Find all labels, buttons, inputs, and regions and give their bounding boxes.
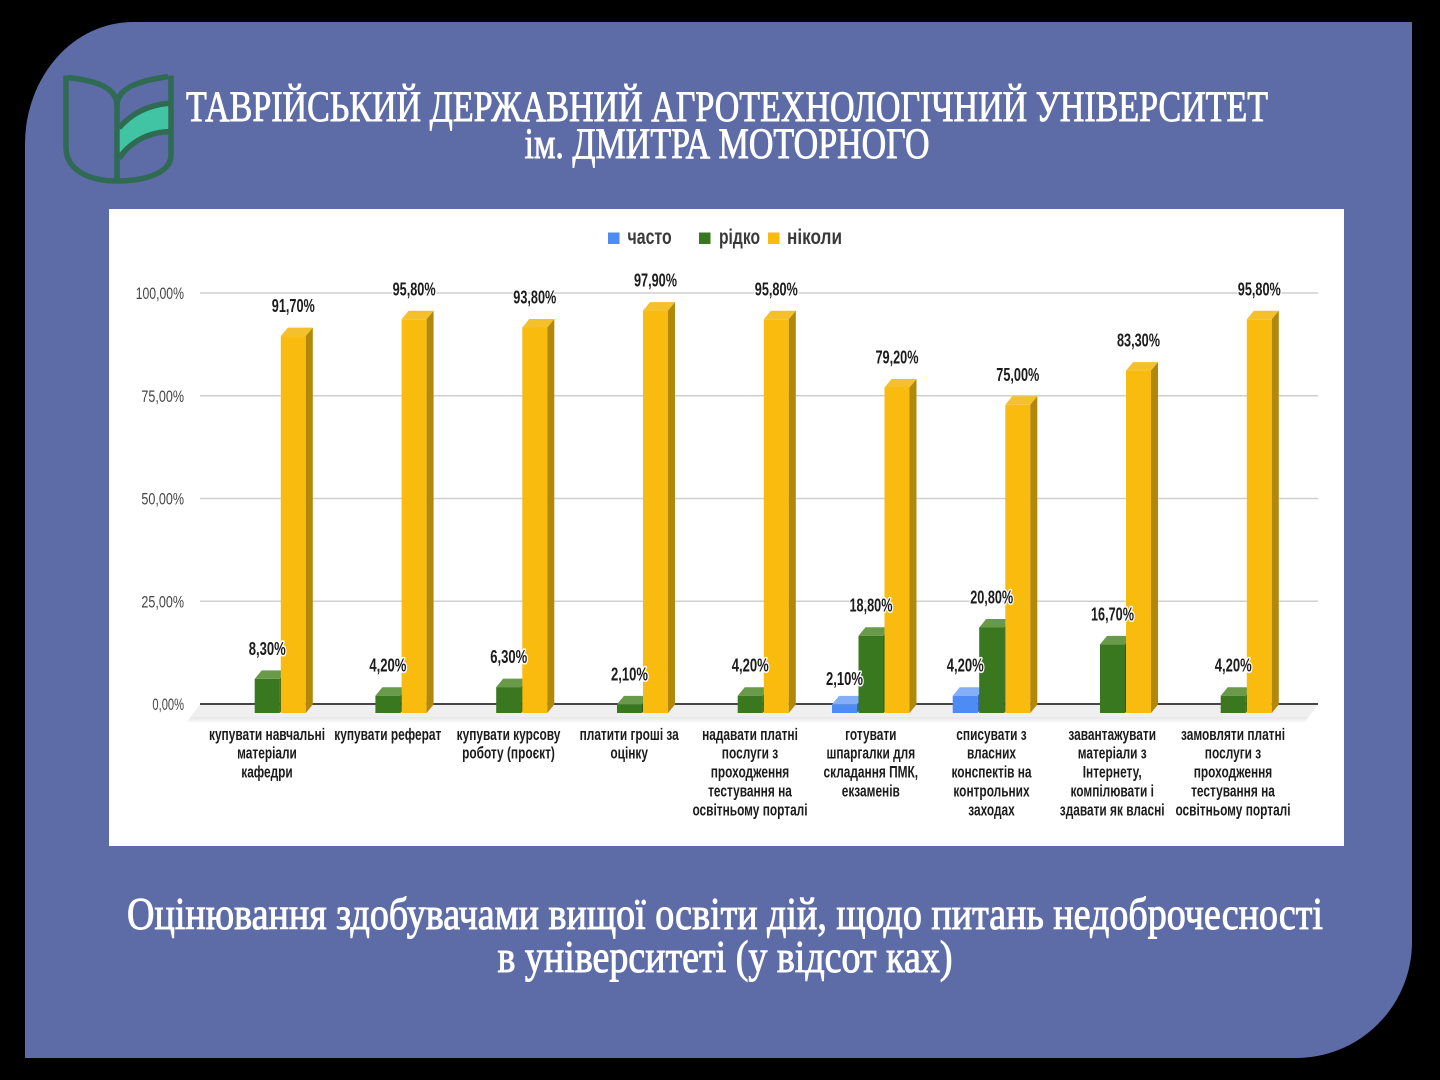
svg-text:91,70%: 91,70%	[272, 295, 315, 316]
svg-text:18,80%: 18,80%	[850, 595, 893, 616]
svg-text:купувати навчальні: купувати навчальні	[209, 726, 325, 744]
svg-text:рідко: рідко	[719, 226, 760, 249]
svg-text:шпаргалки для: шпаргалки для	[826, 745, 915, 763]
svg-text:оцінку: оцінку	[610, 745, 648, 763]
svg-text:75,00%: 75,00%	[141, 387, 184, 406]
svg-text:купувати курсову: купувати курсову	[457, 726, 561, 744]
svg-text:2,10%: 2,10%	[611, 663, 648, 684]
svg-text:4,20%: 4,20%	[732, 655, 769, 676]
svg-text:20,80%: 20,80%	[970, 587, 1013, 608]
svg-text:6,30%: 6,30%	[490, 646, 527, 667]
svg-text:ніколи: ніколи	[787, 226, 842, 249]
svg-text:замовляти платні: замовляти платні	[1181, 726, 1285, 744]
svg-text:8,30%: 8,30%	[249, 638, 286, 659]
svg-text:97,90%: 97,90%	[634, 270, 677, 291]
svg-text:проходження: проходження	[1194, 764, 1273, 782]
svg-text:роботу (проєкт): роботу (проєкт)	[462, 745, 555, 763]
svg-text:купувати реферат: купувати реферат	[334, 726, 441, 744]
svg-text:власних: власних	[967, 745, 1016, 763]
svg-text:екзаменів: екзаменів	[842, 783, 900, 801]
svg-text:складання ПМК,: складання ПМК,	[824, 764, 919, 782]
svg-text:4,20%: 4,20%	[947, 655, 984, 676]
svg-text:100,00%: 100,00%	[136, 284, 184, 303]
svg-text:16,70%: 16,70%	[1091, 603, 1134, 624]
svg-text:75,00%: 75,00%	[996, 364, 1039, 385]
svg-text:кафедри: кафедри	[241, 764, 293, 782]
svg-text:проходження: проходження	[711, 764, 790, 782]
svg-text:0,00%: 0,00%	[152, 695, 184, 714]
svg-text:контрольних: контрольних	[953, 783, 1029, 801]
svg-text:25,00%: 25,00%	[141, 592, 184, 611]
svg-text:95,80%: 95,80%	[755, 278, 798, 299]
svg-text:95,80%: 95,80%	[393, 278, 436, 299]
svg-text:2,10%: 2,10%	[826, 668, 863, 689]
svg-text:79,20%: 79,20%	[876, 347, 919, 368]
svg-text:тестування на: тестування на	[1191, 783, 1275, 801]
svg-text:здавати як власні: здавати як власні	[1060, 801, 1165, 819]
svg-text:тестування на: тестування на	[708, 783, 792, 801]
svg-text:надавати платні: надавати платні	[702, 726, 798, 744]
svg-text:освітньому порталі: освітньому порталі	[692, 801, 807, 819]
svg-text:83,30%: 83,30%	[1117, 330, 1160, 351]
svg-text:матеріали: матеріали	[237, 745, 297, 763]
svg-text:списувати з: списувати з	[956, 726, 1026, 744]
svg-text:платити гроші за: платити гроші за	[580, 726, 680, 744]
svg-text:93,80%: 93,80%	[513, 287, 556, 308]
svg-text:заходах: заходах	[968, 801, 1015, 819]
svg-text:ТАВРІЙСЬКИЙ ДЕРЖАВНИЙ АГРОТЕХН: ТАВРІЙСЬКИЙ ДЕРЖАВНИЙ АГРОТЕХНОЛОГІЧНИЙ …	[186, 84, 1268, 131]
svg-text:освітньому порталі: освітньому порталі	[1175, 801, 1290, 819]
svg-text:в університеті (у відсот ках): в університеті (у відсот ках)	[498, 932, 953, 982]
svg-text:Оцінювання здобувачами вищої о: Оцінювання здобувачами вищої освіти дій,…	[127, 889, 1323, 939]
svg-text:4,20%: 4,20%	[1215, 655, 1252, 676]
svg-text:часто: часто	[628, 226, 672, 249]
svg-text:компілювати і: компілювати і	[1071, 783, 1154, 801]
svg-text:конспектів на: конспектів на	[951, 764, 1032, 782]
svg-text:готувати: готувати	[845, 726, 896, 744]
svg-text:50,00%: 50,00%	[141, 490, 184, 509]
svg-text:95,80%: 95,80%	[1238, 278, 1281, 299]
svg-text:4,20%: 4,20%	[369, 655, 406, 676]
svg-text:ім. ДМИТРА МОТОРНОГО: ім. ДМИТРА МОТОРНОГО	[525, 121, 930, 168]
svg-text:Інтернету,: Інтернету,	[1083, 764, 1142, 782]
svg-text:послуги з: послуги з	[1205, 745, 1261, 763]
svg-text:послуги з: послуги з	[722, 745, 778, 763]
svg-text:завантажувати: завантажувати	[1068, 726, 1156, 744]
svg-text:матеріали з: матеріали з	[1078, 745, 1147, 763]
